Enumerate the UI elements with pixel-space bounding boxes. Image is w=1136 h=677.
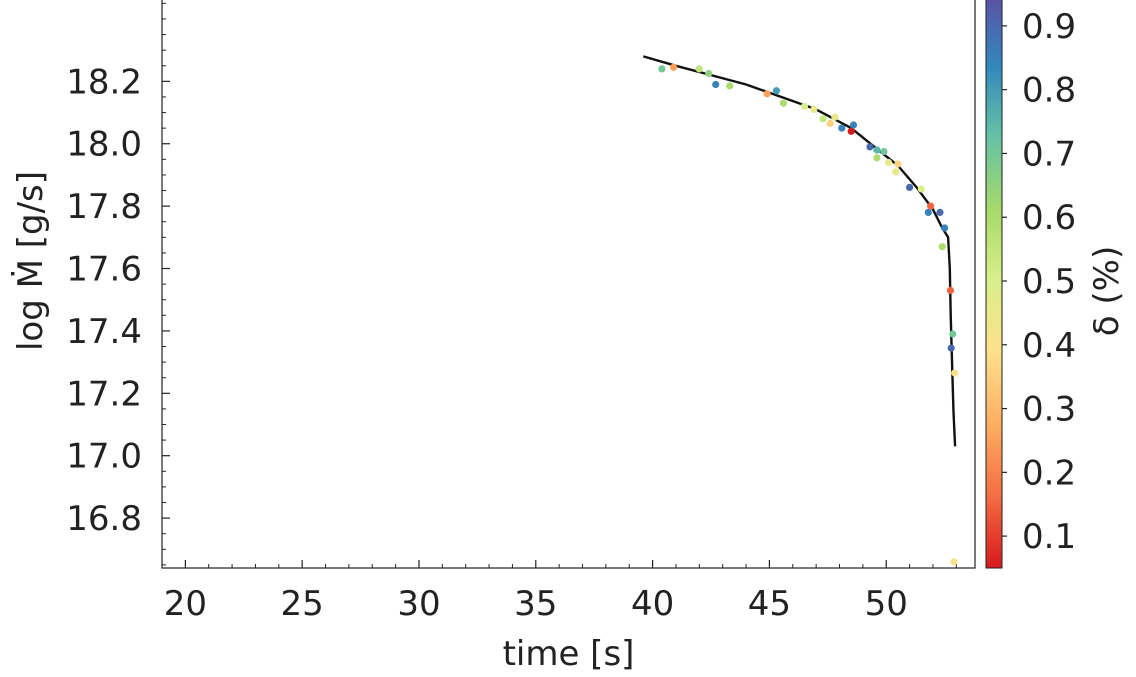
data-point: [866, 143, 874, 151]
y-tick-label: 17.8: [66, 187, 142, 227]
data-point: [936, 208, 944, 216]
colorbar-tick-label: 0.5: [1022, 262, 1076, 302]
y-tick-label: 16.8: [66, 499, 142, 539]
plot-area: [161, 0, 976, 569]
data-point: [894, 160, 902, 168]
data-point: [949, 330, 957, 338]
data-point: [670, 63, 678, 71]
data-point: [946, 286, 955, 294]
x-axis-label: time [s]: [503, 634, 635, 674]
colorbar-label: δ (%): [1087, 246, 1127, 336]
data-point: [938, 243, 946, 251]
data-point: [800, 102, 809, 110]
x-tick-label: 35: [514, 584, 557, 624]
data-point: [847, 127, 855, 135]
y-tick-label: 18.2: [66, 62, 142, 102]
data-point: [885, 158, 893, 167]
y-axis-label: log Ṁ [g/s]: [11, 171, 51, 351]
y-tick-label: 17.4: [66, 312, 142, 352]
data-point: [873, 154, 881, 162]
data-point: [726, 82, 734, 90]
data-point: [924, 208, 932, 216]
plot-frame: [161, 0, 976, 569]
data-point: [705, 69, 713, 78]
colorbar-tick-label: 0.3: [1022, 390, 1076, 430]
data-points-group: [658, 63, 959, 566]
data-point: [849, 121, 858, 129]
y-axis-ticks: 16.8 17.0 17.2 17.4 17.6 17.8 18.0 18.2: [66, 2, 170, 566]
x-tick-label: 40: [631, 584, 674, 624]
x-tick-label: 25: [281, 584, 324, 624]
colorbar-tick-label: 0.2: [1022, 453, 1076, 493]
data-point: [763, 90, 771, 98]
y-tick-label: 18.0: [66, 125, 142, 165]
data-point: [951, 369, 959, 377]
y-tick-label: 17.2: [66, 374, 142, 414]
data-point: [947, 344, 955, 352]
y-tick-label: 17.6: [66, 250, 142, 290]
data-point: [906, 183, 914, 191]
colorbar-tick-label: 0.1: [1022, 517, 1076, 557]
data-point: [917, 185, 925, 193]
data-point: [892, 168, 900, 176]
data-point: [779, 99, 788, 107]
data-point: [873, 146, 881, 154]
colorbar-tick-label: 0.4: [1022, 326, 1076, 366]
data-point: [950, 558, 958, 566]
x-tick-label: 45: [748, 584, 791, 624]
x-tick-label: 30: [397, 584, 440, 624]
data-point: [772, 87, 781, 95]
data-point: [810, 105, 818, 113]
x-tick-label: 20: [164, 584, 207, 624]
colorbar-tick-label: 0.8: [1022, 71, 1076, 111]
data-point: [927, 202, 935, 210]
data-point: [880, 147, 888, 156]
x-tick-label: 50: [865, 584, 908, 624]
y-tick-label: 17.0: [66, 437, 142, 477]
colorbar: [985, 0, 1003, 569]
x-axis-ticks: 20 25 30 35 40 45 50: [161, 560, 957, 624]
data-point: [695, 65, 703, 73]
colorbar-tick-label: 0.9: [1022, 7, 1076, 47]
data-point: [831, 113, 839, 121]
colorbar-tick-label: 0.7: [1022, 134, 1076, 174]
data-point: [658, 65, 666, 73]
data-point: [826, 119, 834, 128]
colorbar-ticks: 0.1 0.2 0.3 0.4 0.5 0.6 0.7 0.8 0.9: [1002, 7, 1076, 557]
data-point: [819, 115, 827, 123]
data-point: [838, 124, 846, 132]
colorbar-tick-label: 0.6: [1022, 198, 1076, 238]
data-point: [941, 224, 949, 232]
colorbar-gradient: [985, 0, 1003, 569]
data-point: [712, 80, 720, 89]
